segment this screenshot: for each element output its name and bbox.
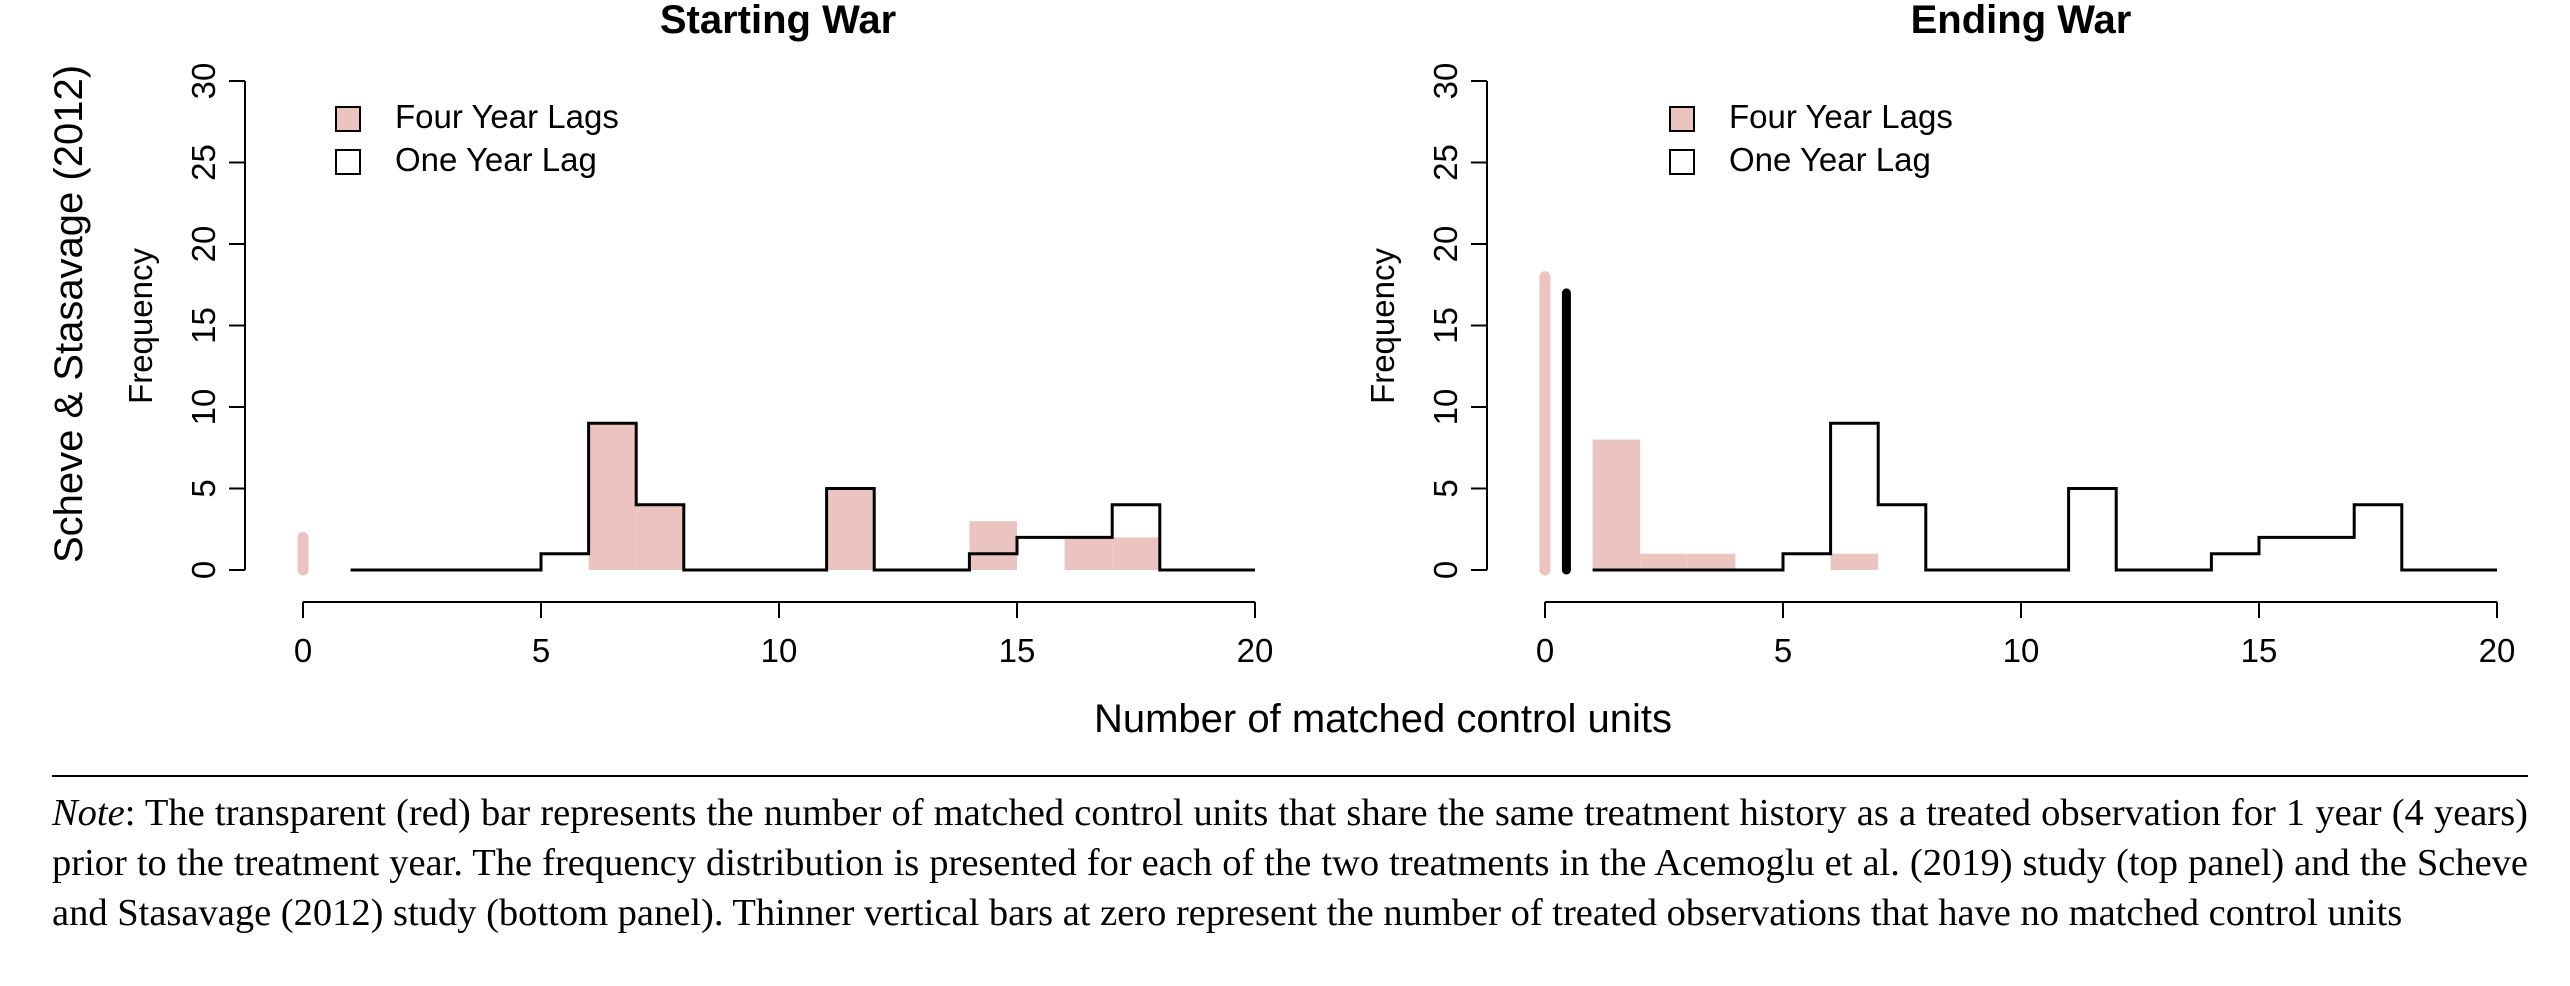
bar-four-year-lags bbox=[1064, 537, 1113, 570]
bar-four-year-lags bbox=[1687, 553, 1736, 570]
x-tick-label: 10 bbox=[2003, 632, 2040, 669]
x-tick-label: 0 bbox=[1536, 632, 1554, 669]
y-tick-label: 10 bbox=[1427, 389, 1464, 426]
y-tick-label: 0 bbox=[185, 561, 222, 579]
legend-swatch bbox=[1669, 149, 1695, 175]
bar-four-year-lags bbox=[588, 423, 637, 570]
y-tick-label: 20 bbox=[185, 226, 222, 263]
x-tick-label: 0 bbox=[294, 632, 312, 669]
y-tick-label: 15 bbox=[1427, 307, 1464, 344]
bar-four-year-lags bbox=[969, 521, 1017, 570]
x-tick-label: 20 bbox=[1237, 632, 1274, 669]
y-tick-label: 10 bbox=[185, 389, 222, 426]
note-divider bbox=[52, 775, 2528, 777]
bar-four-year-lags bbox=[1640, 553, 1688, 570]
chart-title: Starting War bbox=[660, 0, 896, 42]
legend-swatch bbox=[335, 106, 361, 132]
legend-swatch bbox=[1669, 106, 1695, 132]
bar-four-year-lags bbox=[636, 504, 684, 570]
x-tick-label: 15 bbox=[2241, 632, 2278, 669]
row-label: Scheve & Stasavage (2012) bbox=[47, 65, 91, 563]
figure: Scheve & Stasavage (2012) Starting War Fr… bbox=[47, 0, 2515, 741]
y-tick-label: 20 bbox=[1427, 226, 1464, 263]
figure-note: Note: The transparent (red) bar represen… bbox=[52, 788, 2528, 938]
y-tick-label: 5 bbox=[1427, 479, 1464, 497]
note-lead: Note bbox=[52, 792, 125, 834]
shared-x-axis-label: Number of matched control units bbox=[1094, 697, 1672, 741]
x-tick-label: 5 bbox=[532, 632, 550, 669]
x-tick-label: 20 bbox=[2479, 632, 2516, 669]
y-tick-label: 0 bbox=[1427, 561, 1464, 579]
step-one-year-lag bbox=[350, 421, 1255, 572]
panel-starting-war: Starting War Frequency 0 5 10 15 20 25 30 0 5 10 15 2… bbox=[122, 0, 1273, 669]
x-tick-label: 15 bbox=[999, 632, 1036, 669]
y-tick-label: 30 bbox=[185, 63, 222, 100]
note-text: : The transparent (red) bar represents t… bbox=[52, 792, 2528, 934]
x-tick-label: 5 bbox=[1774, 632, 1792, 669]
legend-swatch bbox=[335, 149, 361, 175]
y-tick-label: 5 bbox=[185, 479, 222, 497]
bar-four-year-lags bbox=[1592, 439, 1641, 570]
legend-label: One Year Lag bbox=[1729, 141, 1931, 178]
y-tick-label: 15 bbox=[185, 307, 222, 344]
legend-label: Four Year Lags bbox=[395, 98, 619, 135]
bar-four-year-lags bbox=[1112, 537, 1160, 570]
bar-four-year-lags bbox=[1830, 553, 1879, 570]
y-axis-label: Frequency bbox=[1364, 248, 1401, 404]
x-tick-label: 10 bbox=[761, 632, 798, 669]
y-axis-label: Frequency bbox=[122, 248, 159, 404]
legend-label: One Year Lag bbox=[395, 141, 597, 178]
step-one-year-lag bbox=[1592, 421, 2497, 572]
panel-ending-war: Ending War Frequency 0 5 10 15 20 25 30 0 5 10 15 20 F… bbox=[1364, 0, 2515, 669]
y-tick-label: 30 bbox=[1427, 63, 1464, 100]
chart-title: Ending War bbox=[1911, 0, 2132, 42]
bar-four-year-lags bbox=[826, 488, 875, 570]
legend-label: Four Year Lags bbox=[1729, 98, 1953, 135]
y-tick-label: 25 bbox=[185, 144, 222, 181]
y-tick-label: 25 bbox=[1427, 144, 1464, 181]
